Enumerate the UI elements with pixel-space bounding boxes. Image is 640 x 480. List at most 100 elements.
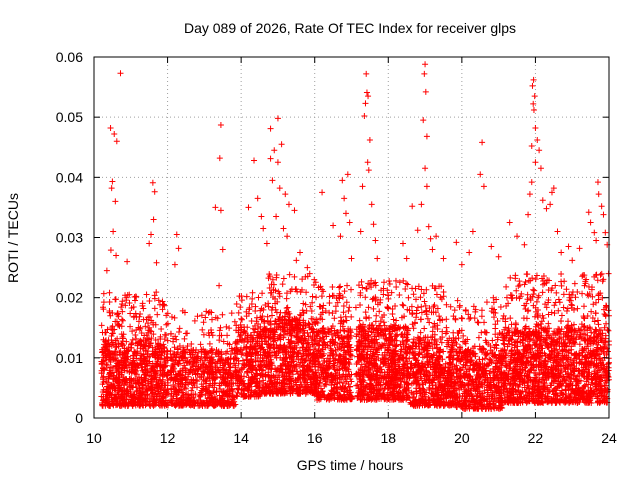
- data-point: [198, 381, 205, 388]
- data-point: [171, 314, 178, 321]
- data-point: [346, 304, 353, 311]
- data-point: [373, 312, 380, 319]
- data-point: [264, 318, 271, 325]
- data-point: [132, 293, 139, 300]
- data-point: [137, 341, 144, 348]
- data-point: [112, 318, 119, 325]
- data-point: [99, 401, 106, 408]
- data-point: [370, 305, 377, 312]
- data-point: [433, 291, 440, 298]
- data-point: [343, 299, 350, 306]
- data-point: [112, 337, 119, 344]
- data-point: [103, 389, 110, 396]
- data-point: [392, 277, 399, 284]
- data-point: [123, 338, 130, 345]
- data-point: [212, 314, 219, 321]
- data-point: [168, 313, 175, 320]
- data-point: [128, 400, 135, 407]
- data-point: [159, 298, 166, 305]
- data-point: [147, 402, 154, 409]
- data-point: [143, 339, 150, 346]
- data-point: [149, 389, 156, 396]
- data-point: [443, 316, 450, 323]
- data-point: [127, 323, 134, 330]
- data-point: [176, 325, 183, 332]
- data-point: [123, 294, 130, 301]
- data-point: [164, 348, 171, 355]
- data-point: [136, 392, 143, 399]
- data-point: [121, 345, 128, 352]
- data-point: [309, 293, 316, 300]
- data-point: [125, 390, 132, 397]
- data-point: [426, 319, 433, 326]
- data-point: [121, 396, 128, 403]
- data-point: [113, 362, 120, 369]
- data-point: [115, 322, 122, 329]
- data-point: [103, 378, 110, 385]
- data-point: [104, 326, 111, 333]
- data-point: [161, 349, 168, 356]
- data-point: [146, 297, 153, 304]
- data-point: [418, 303, 425, 310]
- data-point: [140, 357, 147, 364]
- data-point: [129, 328, 136, 335]
- data-point: [405, 294, 412, 301]
- data-point: [162, 397, 169, 404]
- data-point: [308, 308, 315, 315]
- data-point: [133, 371, 140, 378]
- data-point: [141, 343, 148, 350]
- data-point: [126, 291, 133, 298]
- data-point: [109, 330, 116, 337]
- data-point: [176, 328, 183, 335]
- data-point: [136, 313, 143, 320]
- data-point: [417, 329, 424, 336]
- data-point: [400, 302, 407, 309]
- data-point: [151, 305, 158, 312]
- data-point: [348, 313, 355, 320]
- data-point: [148, 376, 155, 383]
- data-point: [117, 402, 124, 409]
- data-point: [198, 312, 205, 319]
- data-point: [386, 277, 393, 284]
- data-point: [128, 340, 135, 347]
- data-point: [483, 299, 490, 306]
- data-point: [132, 367, 139, 374]
- data-point: [238, 315, 245, 322]
- data-point: [135, 362, 142, 369]
- data-point: [138, 330, 145, 337]
- data-point: [341, 288, 348, 295]
- data-point: [161, 387, 168, 394]
- data-point: [421, 325, 428, 332]
- data-point: [311, 276, 318, 283]
- data-point: [101, 366, 108, 373]
- data-point: [326, 300, 333, 307]
- data-point: [115, 310, 122, 317]
- data-point: [194, 313, 201, 320]
- data-point: [118, 369, 125, 376]
- data-point: [313, 294, 320, 301]
- data-point: [140, 316, 147, 323]
- data-point: [112, 348, 119, 355]
- data-point: [160, 364, 167, 371]
- data-point: [148, 328, 155, 335]
- data-point: [149, 365, 156, 372]
- data-point: [141, 371, 148, 378]
- data-point: [151, 402, 158, 409]
- data-point: [161, 402, 168, 409]
- data-point: [130, 304, 137, 311]
- data-point: [100, 364, 107, 371]
- data-point: [121, 365, 128, 372]
- data-point: [381, 279, 388, 286]
- data-point: [152, 337, 159, 344]
- data-point: [120, 335, 127, 342]
- data-point: [269, 312, 276, 319]
- data-point: [142, 347, 149, 354]
- data-point: [396, 291, 403, 298]
- data-point: [279, 281, 286, 288]
- data-point: [356, 317, 363, 324]
- data-point: [153, 289, 160, 296]
- data-point: [146, 342, 153, 349]
- data-point: [157, 377, 164, 384]
- data-point: [99, 349, 106, 356]
- data-point: [152, 348, 159, 355]
